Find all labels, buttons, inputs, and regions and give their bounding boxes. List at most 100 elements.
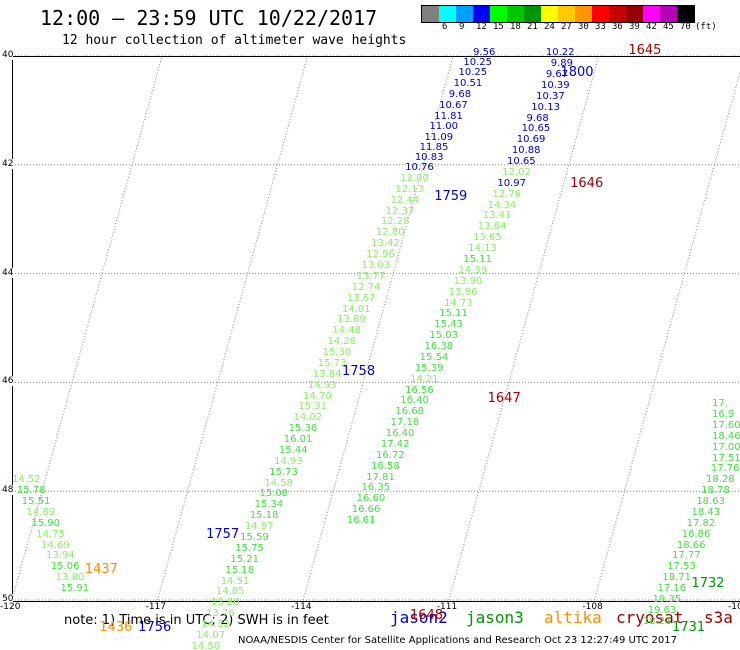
scale-label: 27 xyxy=(561,22,572,32)
wave-height-point: 16.68 xyxy=(395,406,425,418)
pass-time-label: 1759 xyxy=(434,189,468,205)
wave-height-point: 15.18 xyxy=(225,564,255,576)
scale-swatch xyxy=(677,6,694,22)
units-note: note: 1) Time is in UTC; 2) SWH is in fe… xyxy=(64,613,329,628)
map-frame xyxy=(12,56,740,602)
latitude-label: 50 xyxy=(2,594,14,604)
wave-height-point: 17.53 xyxy=(667,561,696,573)
wave-height-point: 12.80 xyxy=(376,227,405,239)
pass-time-label: 1731 xyxy=(672,620,706,636)
wave-height-point: 17.82 xyxy=(686,517,716,529)
map-title: 12:00 – 23:59 UTC 10/22/2017 xyxy=(40,6,378,30)
wave-height-point: 17.81 xyxy=(366,471,395,483)
latitude-label: 48 xyxy=(2,485,14,496)
scale-swatch xyxy=(558,6,575,22)
pass-time-label: 1648 xyxy=(409,608,444,624)
wave-height-point: 15.90 xyxy=(31,517,61,529)
wave-height-point: 18.28 xyxy=(706,474,735,486)
legend-s3a: s3a xyxy=(704,608,733,627)
wave-height-point: 15.73 xyxy=(269,466,298,478)
scale-label: 6 xyxy=(442,22,448,32)
meridian-line xyxy=(448,55,600,601)
wave-height-point: 11.00 xyxy=(429,120,459,132)
wave-height-point: 12.76 xyxy=(492,188,522,200)
wave-height-point: 19.35 xyxy=(652,594,682,605)
wave-height-point: 9.68 xyxy=(526,112,549,124)
wave-height-point: 10.97 xyxy=(497,177,526,189)
wave-height-point: 17.76 xyxy=(710,463,740,475)
wave-height-point: 12.44 xyxy=(390,194,420,206)
wave-height-point: 10.13 xyxy=(531,101,560,113)
wave-height-point: 16.60 xyxy=(356,493,386,505)
pass-time-label: 1437 xyxy=(84,562,118,578)
wave-height-point: 15.31 xyxy=(298,401,327,413)
meridian-line xyxy=(157,55,309,601)
wave-height-point: 14.97 xyxy=(244,521,274,533)
longitude-label: -117 xyxy=(145,602,167,612)
scale-swatch xyxy=(660,6,677,22)
wave-height-point: 14.02 xyxy=(293,412,323,424)
wave-height-point: 15.11 xyxy=(439,308,468,320)
wave-height-point: 17.77 xyxy=(672,550,701,562)
wave-height-point: 15.59 xyxy=(240,531,269,543)
wave-height-point: 15.34 xyxy=(254,499,284,511)
wave-height-point: 15.08 xyxy=(259,488,289,500)
wave-height-point: 13.80 xyxy=(55,572,85,584)
scale-swatch xyxy=(643,6,660,22)
wave-height-point: 16.86 xyxy=(681,528,711,540)
wave-height-point: 14.58 xyxy=(264,477,293,489)
wave-height-point: 14.75 xyxy=(36,528,65,540)
wave-height-point: 10.65 xyxy=(507,156,536,168)
wave-height-point: 14.21 xyxy=(409,373,439,385)
wave-height-point: 14.51 xyxy=(220,575,250,587)
wave-height-point: 14.07 xyxy=(196,629,226,641)
wave-height-point: 13.90 xyxy=(453,275,483,287)
wave-height-point: 10.69 xyxy=(516,134,546,146)
wave-height-point: 10.37 xyxy=(536,90,565,102)
scale-swatch xyxy=(575,6,592,22)
pass-time-label: 1645 xyxy=(628,42,662,58)
wave-height-point: 17.51 xyxy=(712,452,740,464)
wave-height-point: 14.52 xyxy=(12,474,41,486)
scale-swatch xyxy=(524,6,541,22)
pass-time-label: 1756 xyxy=(138,620,172,636)
wave-height-point: 10.25 xyxy=(458,67,488,79)
scale-label: 9 xyxy=(459,22,465,32)
wave-height-point: 13.41 xyxy=(482,210,512,222)
scale-label: 24 xyxy=(544,22,555,32)
wave-height-point: 18.78 xyxy=(701,485,730,497)
wave-height-point: 15.36 xyxy=(288,423,318,435)
wave-height-point: 15.51 xyxy=(21,496,51,508)
legend-cryosat: cryosat xyxy=(616,608,684,627)
wave-height-point: 16.58 xyxy=(371,460,400,472)
wave-height-point: 13.76 xyxy=(206,608,235,620)
wave-height-point: 10.76 xyxy=(405,162,434,174)
longitude-label: -111 xyxy=(436,602,458,612)
scale-label: 18 xyxy=(510,22,521,32)
wave-height-point: 18.46 xyxy=(712,430,740,442)
wave-height-point: 13.65 xyxy=(473,232,502,244)
wave-height-point: 13.64 xyxy=(477,221,507,233)
wave-height-point: 9.89 xyxy=(550,58,573,70)
wave-height-point: 16.40 xyxy=(385,428,415,440)
wave-height-point: 18.63 xyxy=(696,496,725,508)
longitude-label: -114 xyxy=(291,602,312,612)
wave-height-point: 15.21 xyxy=(230,553,260,565)
wave-height-point: 10.67 xyxy=(439,100,468,112)
wave-height-point: 17.16 xyxy=(657,583,687,595)
wave-height-point: 16.56 xyxy=(405,384,434,396)
color-scale xyxy=(421,5,695,23)
wave-height-point: 10.22 xyxy=(545,47,575,59)
legend-jason3: jason3 xyxy=(466,608,524,627)
wave-height-point: 14.34 xyxy=(487,199,517,211)
scale-label: 15 xyxy=(493,22,504,32)
wave-height-point: 15.43 xyxy=(434,319,463,331)
pass-time-label: 1647 xyxy=(487,390,521,406)
wave-height-point: 12.02 xyxy=(502,166,531,178)
scale-label: 42 xyxy=(646,22,657,32)
wave-height-point: 16.9 xyxy=(712,409,735,421)
wave-height-point: 17.00 xyxy=(712,441,740,453)
wave-height-point: 9.67 xyxy=(545,69,569,81)
scale-swatch xyxy=(439,6,456,22)
scale-label: 12 xyxy=(476,22,487,32)
